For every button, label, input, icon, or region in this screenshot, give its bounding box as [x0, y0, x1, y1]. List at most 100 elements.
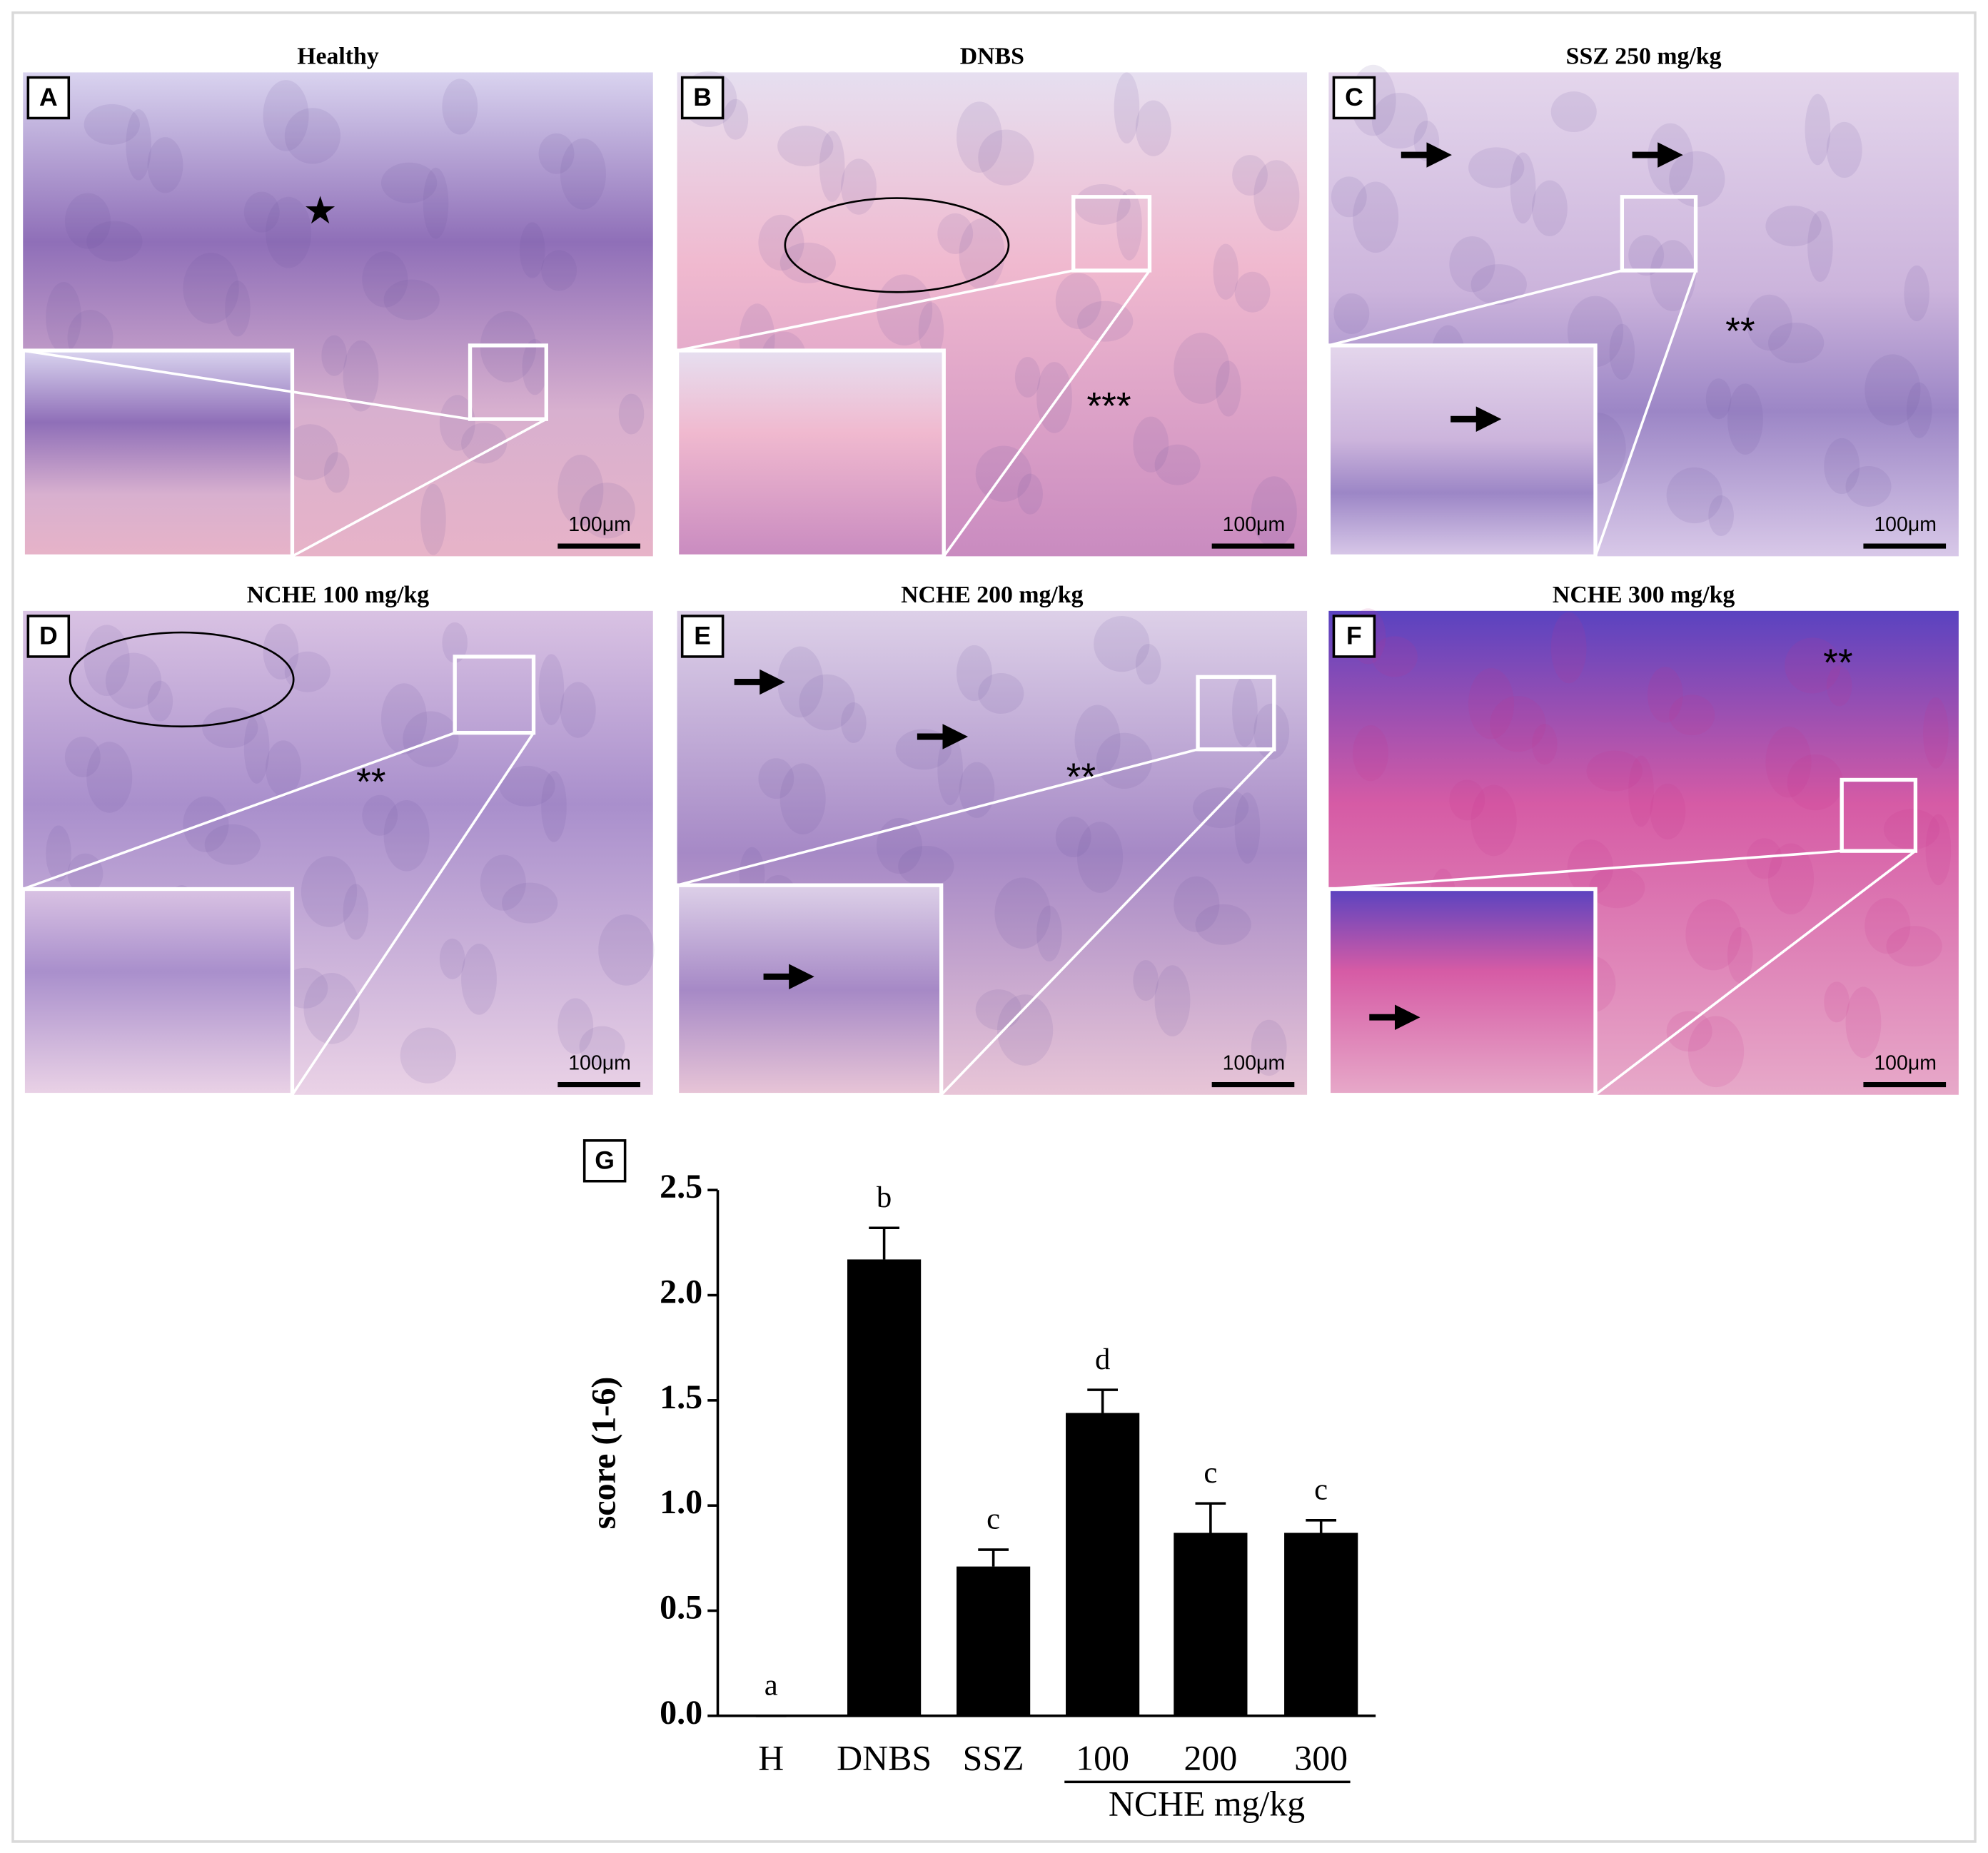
tissue-texture: [996, 994, 1054, 1066]
tissue-texture: [1353, 181, 1399, 253]
annotation: **: [1066, 757, 1096, 799]
tissue-texture: [1647, 123, 1694, 195]
bar: [847, 1259, 922, 1716]
tissue-texture: [263, 623, 299, 680]
tissue-texture: [84, 103, 140, 145]
tissue-texture: [1650, 783, 1686, 840]
tissue-texture: [1550, 612, 1587, 684]
tissue-texture: [403, 711, 459, 767]
tissue-texture: [1055, 273, 1101, 329]
tissue-texture: [1550, 91, 1597, 133]
y-tick-label: 0.5: [660, 1589, 702, 1627]
zoom-line: [1328, 849, 1842, 891]
tissue-texture: [541, 771, 567, 842]
tissue-texture: [1096, 732, 1153, 789]
tissue-texture: [502, 882, 558, 924]
tissue-texture: [204, 824, 261, 865]
panel-letter-box: [26, 615, 71, 658]
tissue-texture: [1468, 667, 1515, 739]
tissue-texture: [1449, 236, 1495, 293]
tissue-texture: [46, 825, 71, 882]
tissue-texture: [1116, 189, 1142, 261]
zoom-line: [291, 418, 548, 557]
panel-letter: D: [39, 622, 58, 650]
tissue-texture: [579, 1026, 625, 1067]
tissue-texture: [284, 108, 341, 164]
x-tick-label: 100: [1076, 1738, 1129, 1777]
tissue-texture: [1865, 897, 1911, 954]
tissue-texture: [598, 914, 655, 986]
panel-letter-box: [582, 1139, 627, 1183]
figure-border: [11, 11, 1977, 1843]
region-circle: [784, 197, 1010, 293]
tissue-texture: [1727, 926, 1753, 984]
tissue-texture: [1253, 160, 1300, 231]
x-tick-label: 200: [1184, 1738, 1238, 1777]
tissue-texture: [183, 253, 239, 324]
scale-label: 100μm: [1874, 513, 1937, 536]
tissue-texture: [1331, 176, 1367, 218]
zoom-box: [468, 343, 548, 421]
tissue-texture: [1767, 843, 1815, 915]
y-tick-label: 2.0: [660, 1273, 702, 1311]
tissue-texture: [1746, 294, 1792, 351]
tissue-texture: [105, 652, 162, 709]
tissue-texture: [975, 989, 1021, 1031]
tissue-texture: [1234, 271, 1271, 313]
tissue-texture: [1647, 667, 1683, 723]
tissue-texture: [777, 126, 834, 167]
tissue-texture: [1510, 152, 1536, 224]
significance-letter: d: [1095, 1343, 1110, 1376]
tissue-texture: [1036, 905, 1062, 961]
tissue-texture: [841, 158, 877, 215]
panel-letter-box: [1332, 615, 1376, 658]
zoom-box: [1620, 195, 1698, 273]
tissue-texture: [323, 452, 350, 493]
tissue-texture: [64, 193, 111, 249]
tissue-texture: [758, 758, 794, 799]
tissue-texture: [1468, 147, 1525, 188]
zoom-line: [22, 349, 470, 420]
tissue-texture: [282, 424, 338, 480]
tissue-texture: [1589, 867, 1645, 909]
annotation: ★: [303, 190, 338, 232]
tissue-texture: [1609, 323, 1635, 380]
significance-letter: c: [1204, 1456, 1217, 1490]
panel-letter-box: [680, 615, 725, 658]
panel-title: Healthy: [297, 44, 379, 70]
tissue-texture: [243, 712, 270, 784]
panel-letter: B: [693, 83, 712, 111]
significance-letter: c: [1314, 1473, 1328, 1506]
panel-title: SSZ 250 mg/kg: [1566, 44, 1722, 70]
zoom-line: [942, 269, 1151, 557]
tissue-texture: [1133, 416, 1169, 473]
zoom-line: [677, 748, 1199, 887]
tissue-texture: [263, 80, 309, 151]
tissue-texture: [1014, 356, 1041, 398]
tissue-texture: [1785, 637, 1841, 694]
tissue-texture: [1845, 986, 1882, 1059]
annotation: **: [1725, 310, 1755, 353]
tissue-texture: [1705, 378, 1732, 420]
tissue-texture: [1251, 476, 1297, 547]
y-tick-label: 1.5: [660, 1378, 702, 1416]
tissue-texture: [147, 137, 183, 193]
significance-letter: c: [987, 1503, 1000, 1536]
tissue-texture: [918, 302, 944, 358]
tissue-texture: [1232, 155, 1268, 196]
zoom-line: [1594, 270, 1697, 557]
tissue-texture: [1055, 817, 1091, 858]
tissue-texture: [1628, 235, 1665, 276]
tissue-texture: [480, 854, 526, 911]
tissue-texture: [876, 817, 922, 874]
tissue-texture: [978, 129, 1034, 186]
tissue-texture: [1824, 981, 1850, 1023]
zoom-line: [1328, 269, 1623, 347]
tissue-texture: [461, 423, 508, 464]
tissue-texture: [1135, 100, 1171, 156]
tissue-texture: [1133, 960, 1159, 1001]
zoom-line: [291, 732, 535, 1096]
tissue-texture: [978, 673, 1024, 714]
tissue-texture: [1251, 1019, 1287, 1076]
